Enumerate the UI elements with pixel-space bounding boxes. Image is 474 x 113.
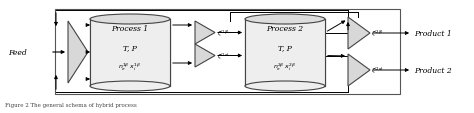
Polygon shape — [348, 18, 370, 50]
Polygon shape — [195, 22, 215, 45]
Ellipse shape — [90, 15, 170, 25]
Polygon shape — [348, 54, 370, 86]
Text: $\zeta^{(2\beta)}$: $\zeta^{(2\beta)}$ — [371, 29, 384, 39]
Bar — [245, 20, 325, 86]
Text: Feed: Feed — [8, 49, 27, 56]
Ellipse shape — [245, 81, 325, 91]
Polygon shape — [195, 45, 215, 67]
Text: $\zeta^{(1\alpha)}$: $\zeta^{(1\alpha)}$ — [217, 51, 230, 61]
Text: $\zeta^{(2\alpha)}$: $\zeta^{(2\alpha)}$ — [371, 65, 384, 75]
Text: T, P: T, P — [278, 44, 292, 52]
Text: Product 2: Product 2 — [414, 66, 452, 74]
Ellipse shape — [245, 15, 325, 25]
Text: Figure 2 The general schema of hybrid process: Figure 2 The general schema of hybrid pr… — [5, 102, 137, 107]
Text: Process 1: Process 1 — [111, 25, 148, 33]
Ellipse shape — [90, 81, 170, 91]
Bar — [55, 10, 400, 94]
Text: T, P: T, P — [123, 44, 137, 52]
Text: $\zeta^{(1\beta)}$: $\zeta^{(1\beta)}$ — [217, 28, 230, 38]
Text: $n^{2\beta}_{e}$ $x^{2\beta}_{i}$: $n^{2\beta}_{e}$ $x^{2\beta}_{i}$ — [273, 61, 297, 72]
Text: Process 2: Process 2 — [266, 25, 303, 33]
Polygon shape — [68, 22, 88, 83]
Bar — [90, 20, 170, 86]
Text: Product 1: Product 1 — [414, 30, 452, 38]
Text: $n^{1\beta}_{e}$ $x^{1\beta}_{i}$: $n^{1\beta}_{e}$ $x^{1\beta}_{i}$ — [118, 61, 142, 72]
